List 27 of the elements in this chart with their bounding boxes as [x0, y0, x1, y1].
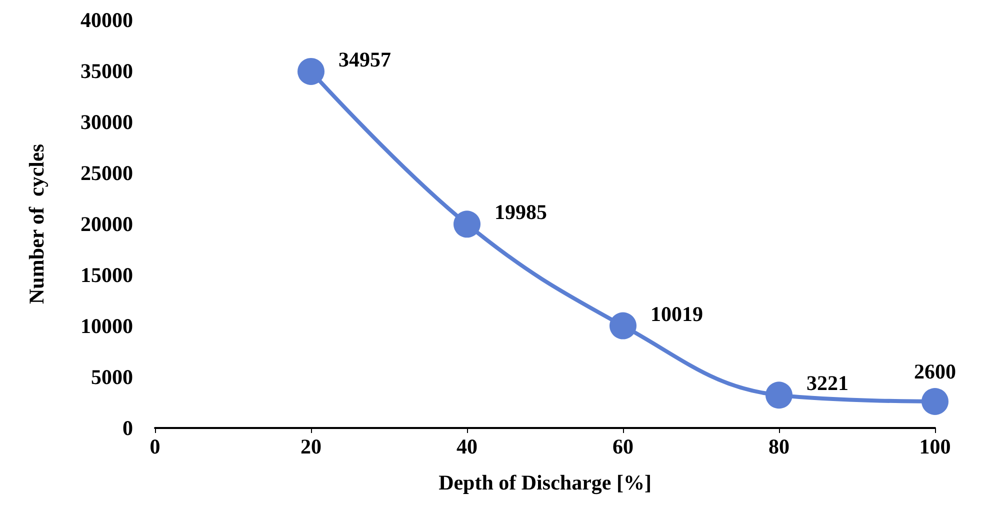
data-label: 10019 [650, 302, 703, 326]
x-tick-label: 40 [456, 434, 478, 458]
data-label: 3221 [806, 371, 848, 396]
y-tick-label: 15000 [80, 263, 133, 287]
y-tick-label: 25000 [80, 161, 133, 185]
y-tick-label: 30000 [80, 110, 133, 134]
y-tick-label: 5000 [91, 365, 133, 389]
y-axis-title: Number of cycles [24, 144, 48, 304]
data-label: 2600 [914, 359, 956, 384]
y-tick-label: 20000 [80, 212, 133, 236]
y-tick-label: 40000 [80, 8, 133, 32]
data-label: 34957 [338, 47, 391, 72]
y-tick-label: 10000 [80, 314, 133, 338]
point [766, 382, 792, 409]
x-tick-label: 20 [300, 434, 322, 458]
y-tick-label: 35000 [80, 59, 133, 83]
x-tick-label: 0 [150, 434, 160, 458]
x-axis-title: Depth of Discharge [%] [438, 470, 652, 494]
data-label: 19985 [494, 200, 547, 224]
x-tick-label: 60 [612, 434, 634, 458]
point [922, 388, 948, 415]
y-tick-label: 0 [122, 416, 133, 440]
point [298, 58, 324, 85]
x-tick-label: 80 [768, 434, 790, 458]
point [454, 210, 480, 238]
point [610, 312, 636, 340]
x-tick-label: 100 [919, 434, 951, 458]
